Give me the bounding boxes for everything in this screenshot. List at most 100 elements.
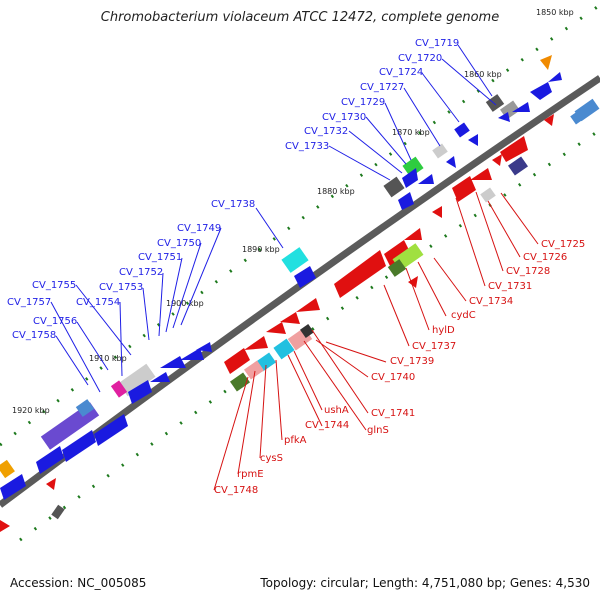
gene-forward <box>548 72 562 82</box>
gene-reverse <box>452 176 476 202</box>
gene-forward <box>128 380 152 404</box>
forward-gene-label: CV_1729 <box>341 97 385 108</box>
tick-label: 1850 kbp <box>536 8 574 17</box>
gene-reverse <box>500 136 528 162</box>
gene-forward <box>196 342 212 352</box>
forward-gene-label: CV_1753 <box>99 282 143 293</box>
gene-forward <box>485 94 505 112</box>
gene-forward <box>180 348 204 360</box>
reverse-label-connectors <box>213 191 539 491</box>
forward-gene-label: CV_1758 <box>12 330 56 341</box>
reverse-gene-label: ushA <box>324 405 349 416</box>
gene-reverse <box>300 324 314 338</box>
gene-forward <box>402 156 424 178</box>
accession-text: Accession: NC_005085 <box>10 576 147 590</box>
forward-gene-label: CV_1730 <box>322 112 366 123</box>
reverse-gene-label: pfkA <box>284 435 307 446</box>
gene-forward <box>94 414 128 446</box>
reverse-gene-label: cysS <box>260 453 283 464</box>
gene-reverse <box>544 114 554 126</box>
map-title: Chromobacterium violaceum ATCC 12472, co… <box>100 10 500 25</box>
gene-reverse <box>384 240 410 266</box>
reverse-labels: CV_1725 CV_1726 CV_1728 CV_1731 CV_1734 … <box>214 239 585 496</box>
forward-gene-label: CV_1749 <box>177 223 221 234</box>
gene-forward <box>530 82 552 100</box>
tick-label: 1880 kbp <box>317 187 355 196</box>
reverse-gene-label: cydC <box>451 310 476 321</box>
forward-strand-genes <box>0 55 562 500</box>
forward-gene-label: CV_1756 <box>33 316 77 327</box>
gene-forward <box>160 356 186 368</box>
gene-forward <box>446 156 456 168</box>
forward-gene-label: CV_1752 <box>119 267 163 278</box>
gene-reverse <box>570 109 586 125</box>
gene-reverse <box>334 250 386 298</box>
gene-reverse <box>508 156 528 176</box>
reverse-gene-label: CV_1726 <box>523 252 567 263</box>
reverse-gene-label: CV_1744 <box>305 420 349 431</box>
gene-forward <box>512 102 530 112</box>
gene-forward <box>0 474 26 500</box>
gene-forward <box>62 430 96 462</box>
gene-reverse <box>224 348 250 374</box>
forward-gene-label: CV_1720 <box>398 53 442 64</box>
genome-summary-text: Topology: circular; Length: 4,751,080 bp… <box>260 576 590 590</box>
gene-reverse <box>470 168 492 180</box>
gene-forward <box>294 266 316 288</box>
gene-forward <box>383 176 405 198</box>
gene-reverse <box>492 154 502 166</box>
forward-gene-label: CV_1719 <box>415 38 459 49</box>
forward-gene-label: CV_1754 <box>76 297 120 308</box>
gene-forward <box>110 380 128 398</box>
tick-label: 1900 kbp <box>166 299 204 308</box>
outer-dotted-ring <box>0 3 600 542</box>
gene-forward <box>432 143 448 159</box>
tick-label: 1920 kbp <box>12 406 50 415</box>
gene-reverse <box>266 322 286 334</box>
forward-gene-label: CV_1724 <box>379 67 423 78</box>
gene-reverse <box>432 206 442 218</box>
gene-forward <box>398 192 414 210</box>
forward-gene-label: CV_1738 <box>211 199 255 210</box>
gene-reverse <box>244 336 268 350</box>
reverse-gene-label: glnS <box>367 425 389 436</box>
gene-reverse <box>404 228 422 240</box>
gene-reverse <box>51 504 65 520</box>
tick-label: 1860 kbp <box>464 70 502 79</box>
forward-gene-label: CV_1733 <box>285 141 329 152</box>
reverse-gene-label: CV_1728 <box>506 266 550 277</box>
gene-forward <box>150 372 170 382</box>
reverse-gene-label: rpmE <box>237 469 264 480</box>
gene-forward <box>540 55 552 70</box>
tick-label: 1910 kbp <box>89 354 127 363</box>
reverse-strand-genes <box>0 98 600 532</box>
forward-gene-label: CV_1732 <box>304 126 348 137</box>
gene-reverse <box>273 338 295 360</box>
gene-forward <box>75 399 95 417</box>
gene-reverse <box>280 312 300 324</box>
reverse-gene-label: CV_1725 <box>541 239 585 250</box>
tick-label: 1890 kbp <box>242 245 280 254</box>
forward-gene-label: CV_1750 <box>157 238 201 249</box>
gene-reverse <box>387 259 407 277</box>
reverse-gene-label: CV_1731 <box>488 281 532 292</box>
reverse-gene-label: CV_1739 <box>390 356 434 367</box>
gene-reverse <box>0 520 10 532</box>
tick-label: 1870 kbp <box>392 128 430 137</box>
forward-gene-label: CV_1757 <box>7 297 51 308</box>
reverse-gene-label: CV_1737 <box>412 341 456 352</box>
gene-forward <box>498 112 510 122</box>
gene-reverse <box>480 187 496 203</box>
gene-forward <box>118 363 156 397</box>
forward-label-connectors <box>50 44 497 393</box>
gene-reverse <box>46 478 56 490</box>
reverse-gene-label: CV_1740 <box>371 372 415 383</box>
gene-reverse <box>244 360 264 380</box>
gene-forward <box>418 174 434 184</box>
reverse-gene-label: CV_1734 <box>469 296 513 307</box>
forward-labels: CV_1719 CV_1720 CV_1724 CV_1727 CV_1729 … <box>7 38 459 341</box>
gene-forward <box>468 134 478 146</box>
gene-reverse <box>296 298 320 312</box>
forward-gene-label: CV_1727 <box>360 82 404 93</box>
